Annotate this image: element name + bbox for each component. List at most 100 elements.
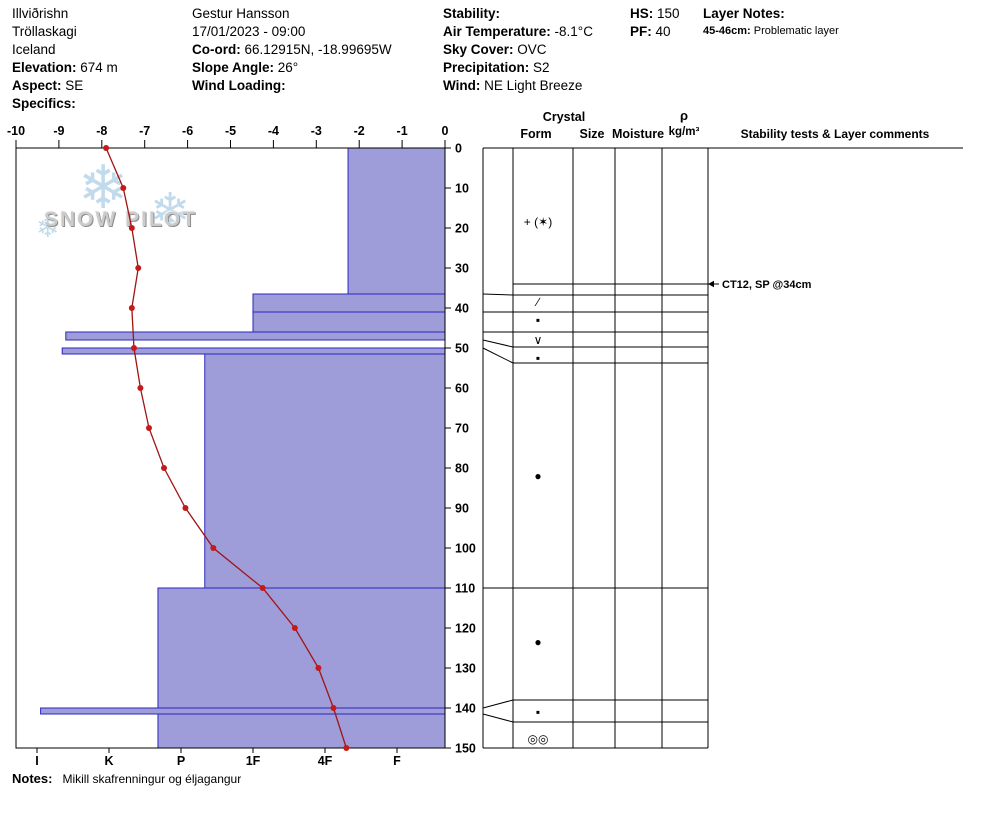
crystal-form-ice-crust-symbol: ▪ [536, 351, 540, 365]
snow-layer-bar [157, 713, 446, 749]
depth-axis-label: 150 [455, 742, 476, 756]
depth-axis-label: 30 [455, 262, 469, 276]
depth-axis-label: 110 [455, 582, 475, 596]
snowflake-icon: ❄ [36, 212, 60, 243]
header-col-conditions: Stability: Air Temperature: -8.1°C Sky Cov… [443, 5, 629, 95]
stability-test-annotation: CT12, SP @34cm [722, 279, 812, 291]
layer-connector-line [482, 699, 514, 709]
depth-axis-label: 10 [455, 182, 469, 196]
crystal-form-decomposing-fragments-symbol: ∕ [534, 295, 541, 309]
hardness-axis-label: I [35, 754, 38, 768]
depth-axis-label: 130 [455, 662, 476, 676]
depth-axis-label: 90 [455, 502, 469, 516]
snow-layer-bar [252, 311, 446, 333]
temperature-point [315, 665, 322, 671]
hardness-axis-label: 1F [246, 754, 261, 768]
header-line: Slope Angle: 26° [192, 60, 299, 75]
header-line: 45-46cm: Problematic layer [703, 25, 839, 37]
layer-connector-line [482, 347, 514, 364]
header-line: Iceland [12, 42, 56, 57]
hardness-axis-label: F [393, 754, 401, 768]
temp-axis-label: 0 [442, 124, 449, 138]
header-col-observer: Gestur Hansson 17/01/2023 - 09:00 Co-ord: … [192, 5, 440, 95]
snowflake-icon: ❄ [78, 154, 129, 221]
temperature-point [145, 425, 152, 431]
temp-axis-label: -9 [53, 124, 64, 138]
temperature-point [210, 545, 217, 551]
snow-layer-bar [252, 293, 446, 313]
size-header: Size [579, 127, 604, 141]
depth-axis-label: 20 [455, 222, 469, 236]
header-line: HS: 150 [630, 6, 680, 21]
header-line: Sky Cover: OVC [443, 42, 547, 57]
crystal-form-rounded-grains-symbol: ● [534, 469, 541, 483]
crystal-form-melt-forms-symbol: ◎◎ [528, 732, 549, 746]
temp-axis-label: -5 [225, 124, 236, 138]
notes-label: Notes: [12, 771, 53, 786]
header-line: PF: 40 [630, 24, 671, 39]
temperature-point [259, 585, 266, 591]
layer-connector-line [482, 293, 514, 296]
snow-layer-bar [61, 347, 446, 355]
header-line: Specifics: [12, 96, 76, 111]
temperature-point [120, 185, 127, 191]
form-header: Form [520, 127, 551, 141]
density-symbol-header: ρ [680, 108, 688, 123]
stability-test-arrow-head [708, 280, 714, 288]
snow-layer-bar [40, 707, 446, 715]
header-line: 17/01/2023 - 09:00 [192, 24, 306, 39]
header-line: Precipitation: S2 [443, 60, 550, 75]
header-line: Layer Notes: [703, 6, 785, 21]
hardness-axis-label: P [177, 754, 185, 768]
notes-text: Mikill skafrenningur og éljagangur [62, 772, 242, 786]
snow-layer-bar [157, 587, 446, 709]
watermark-text: SNOW PILOT [44, 208, 197, 231]
crystal-header: Crystal [543, 110, 585, 124]
temperature-point [103, 145, 110, 151]
snow-layer-bar [347, 147, 446, 295]
depth-axis-label: 80 [455, 462, 469, 476]
snow-layer-bar [65, 331, 446, 341]
comments-header: Stability tests & Layer comments [741, 127, 930, 141]
depth-axis-label: 0 [455, 142, 462, 156]
temp-axis-label: -1 [397, 124, 408, 138]
header-line: Stability: [443, 6, 501, 21]
temperature-point [161, 465, 168, 471]
header-line: Air Temperature: -8.1°C [443, 24, 593, 39]
snowpilot-watermark: ❄ ❄ ❄ SNOW PILOT [30, 158, 250, 278]
header-line: Co-ord: 66.12915N, -18.99695W [192, 42, 392, 57]
crystal-form-precipitation-particles-symbol: + (✶) [524, 215, 552, 229]
depth-axis-label: 100 [455, 542, 476, 556]
snow-layer-bar [204, 353, 446, 589]
header-line: Tröllaskagi [12, 24, 77, 39]
header-line: Elevation: 674 m [12, 60, 118, 75]
crystal-form-rounded-grains-symbol: ● [534, 635, 541, 649]
header-line: Wind: NE Light Breeze [443, 78, 583, 93]
snowflake-icon: ❄ [150, 185, 191, 238]
hardness-axis-label: K [104, 754, 113, 768]
depth-axis-label: 120 [455, 622, 476, 636]
header-col-layer-notes: Layer Notes: 45-46cm: Problematic layer [703, 5, 985, 39]
temp-axis-label: -6 [182, 124, 193, 138]
temp-axis-label: -10 [7, 124, 25, 138]
crystal-form-ice-crust-symbol: ▪ [536, 705, 540, 719]
temp-axis-label: -3 [311, 124, 322, 138]
temperature-profile-line [105, 147, 347, 749]
header-line: Wind Loading: [192, 78, 286, 93]
temp-axis-label: -2 [354, 124, 365, 138]
depth-axis-label: 60 [455, 382, 469, 396]
pit-notes: Notes: Mikill skafrenningur og éljagangur [12, 771, 241, 786]
temperature-point [128, 305, 135, 311]
temperature-point [137, 385, 144, 391]
layer-connector-line [482, 713, 514, 723]
temperature-point [330, 705, 337, 711]
moisture-header: Moisture [612, 127, 664, 141]
density-unit-header: kg/m³ [669, 126, 700, 138]
temperature-point [182, 505, 189, 511]
temp-axis-label: -7 [139, 124, 150, 138]
hardness-axis-label: 4F [318, 754, 333, 768]
depth-axis-label: 70 [455, 422, 469, 436]
temperature-point [291, 625, 298, 631]
